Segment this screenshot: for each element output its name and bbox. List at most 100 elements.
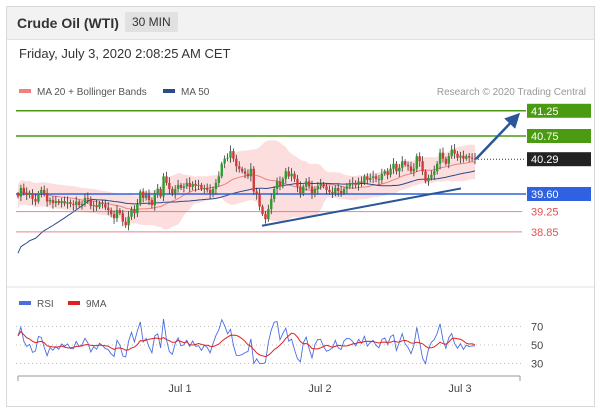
candle-body-86: [267, 209, 270, 220]
candle-body-41: [136, 204, 139, 214]
candle-body-31: [107, 207, 110, 211]
candle-body-117: [357, 181, 360, 185]
rsi-legend-swatch-2: [68, 301, 80, 305]
candle-body-2: [22, 187, 26, 193]
rsi-tick-50: 50: [531, 340, 543, 352]
candle-body-50: [162, 176, 165, 197]
level-label-38-85: 38.85: [531, 227, 559, 239]
candle-body-40: [133, 209, 136, 214]
rsi-legend-label-2: 9MA: [86, 299, 107, 310]
candle-body-139: [421, 161, 424, 172]
ma20-line: [17, 161, 476, 211]
level-label-39-25: 39.25: [531, 207, 559, 219]
candle-body-85: [264, 214, 267, 220]
candle-body-102: [313, 188, 317, 194]
candle-body-8: [40, 189, 43, 193]
candle-body-149: [450, 149, 453, 157]
rsi-line: [17, 318, 476, 365]
candle-body-4: [28, 192, 31, 196]
level-label-39-60: 39.60: [531, 189, 559, 201]
candle-body-141: [427, 177, 430, 182]
candle-body-104: [319, 183, 322, 186]
candle-body-89: [275, 181, 279, 189]
candle-body-65: [206, 187, 209, 190]
candle-body-5: [31, 192, 34, 200]
candle-body-3: [25, 192, 28, 196]
candle-body-126: [383, 171, 386, 174]
rsi-tick-30: 30: [531, 359, 543, 371]
candle-body-49: [159, 188, 162, 197]
candle-body-38: [127, 216, 130, 226]
candle-body-87: [270, 199, 273, 210]
candle-body-140: [424, 171, 427, 182]
candle-body-138: [418, 156, 421, 162]
candle-body-9: [42, 189, 46, 194]
candle-body-63: [200, 184, 203, 189]
candle-body-135: [409, 166, 413, 172]
support-trendline: [261, 187, 462, 227]
timeframe-badge[interactable]: 30 MIN: [125, 12, 178, 32]
candle-body-122: [371, 176, 375, 178]
candle-body-136: [412, 168, 416, 172]
candle-body-125: [380, 173, 384, 180]
candle-body-75: [235, 158, 238, 167]
candle-body-26: [92, 205, 95, 207]
candle-body-57: [182, 186, 186, 188]
candle-body-54: [173, 188, 177, 193]
candle-body-25: [89, 199, 92, 207]
candle-body-130: [395, 163, 398, 172]
rsi-9ma-line: [17, 330, 476, 358]
ma50-line: [17, 170, 476, 254]
candle-body-13: [54, 201, 58, 204]
candle-body-100: [307, 181, 311, 187]
candle-body-14: [57, 201, 60, 204]
candle-body-148: [447, 156, 451, 164]
candle-body-72: [226, 157, 229, 159]
candle-body-108: [331, 191, 334, 193]
candle-body-11: [48, 200, 52, 202]
candle-body-35: [118, 210, 122, 214]
candle-body-142: [430, 174, 433, 178]
candle-body-24: [86, 198, 90, 200]
header-bar: Crude Oil (WTI) 30 MIN: [7, 7, 594, 40]
candle-body-37: [124, 221, 127, 226]
candle-body-146: [441, 152, 445, 159]
candle-body-134: [406, 164, 410, 167]
candle-body-36: [121, 213, 124, 222]
x-tick-jul-1: Jul 1: [168, 383, 191, 395]
candle-body-120: [366, 176, 369, 180]
candle-body-137: [415, 156, 418, 169]
candle-body-43: [141, 191, 145, 199]
candle-body-150: [453, 149, 456, 154]
candle-body-76: [238, 166, 241, 169]
candle-body-53: [171, 188, 174, 193]
candle-body-22: [80, 204, 84, 206]
candle-body-127: [386, 171, 389, 175]
candle-body-155: [467, 156, 471, 158]
candle-body-79: [246, 173, 250, 177]
candle-body-101: [310, 186, 314, 194]
candle-body-78: [243, 171, 247, 174]
candle-body-109: [334, 187, 337, 193]
candle-body-92: [284, 171, 287, 179]
candle-body-83: [258, 193, 261, 207]
candle-body-34: [115, 210, 119, 219]
rsi-legend-swatch-1: [19, 301, 31, 305]
candle-body-147: [444, 158, 448, 164]
candle-body-145: [438, 152, 442, 164]
candle-body-154: [465, 156, 468, 159]
candle-body-84: [261, 206, 264, 215]
candle-body-20: [75, 201, 78, 206]
candle-body-23: [83, 198, 87, 205]
candle-body-111: [339, 190, 343, 193]
x-tick-jul-3: Jul 3: [448, 383, 471, 395]
rsi-legend-label-1: RSI: [37, 299, 54, 310]
candle-body-66: [208, 189, 212, 194]
candle-body-0: [16, 193, 20, 197]
candle-body-90: [278, 181, 282, 187]
last-price-label: 40.29: [531, 154, 559, 166]
candle-body-94: [290, 173, 293, 177]
x-tick-jul-2: Jul 2: [308, 383, 331, 395]
candle-body-12: [51, 200, 55, 204]
candle-body-95: [293, 173, 296, 179]
